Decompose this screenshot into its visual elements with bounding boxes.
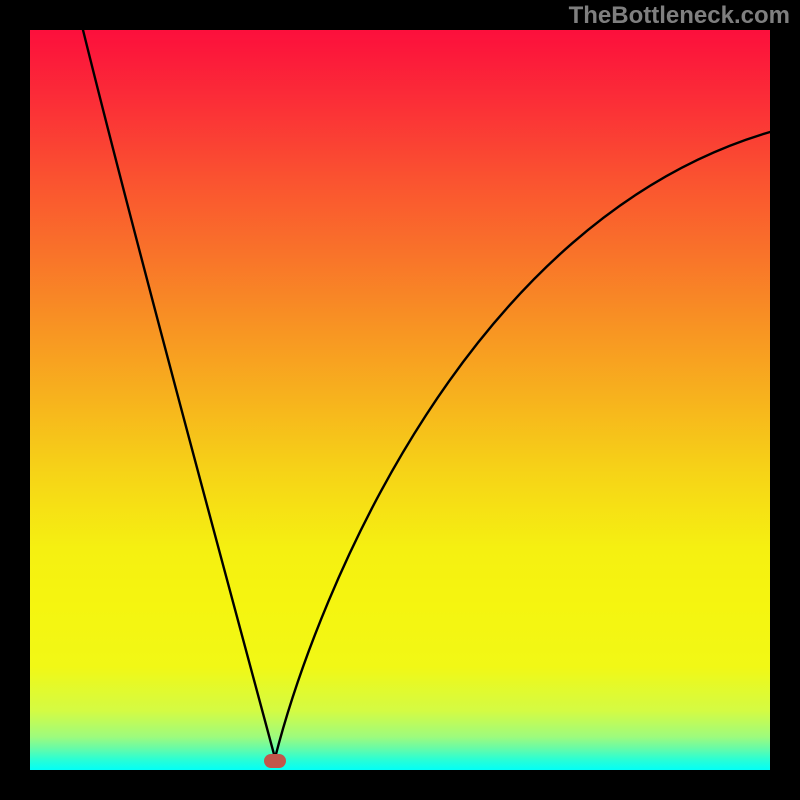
plot-background — [30, 30, 770, 770]
watermark-text: TheBottleneck.com — [569, 2, 790, 30]
cusp-marker — [264, 754, 286, 768]
chart-svg — [0, 0, 800, 800]
chart-canvas: TheBottleneck.com — [0, 0, 800, 800]
